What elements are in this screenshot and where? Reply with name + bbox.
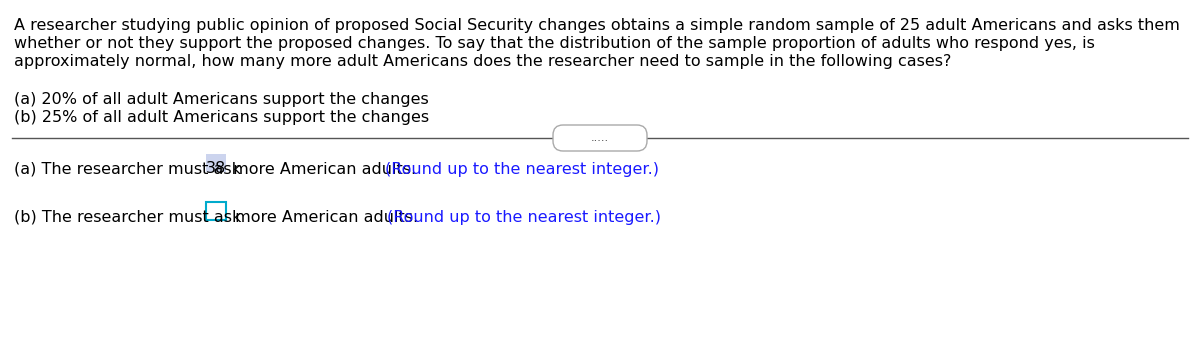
Text: (a) The researcher must ask: (a) The researcher must ask xyxy=(14,162,246,177)
Text: 38: 38 xyxy=(205,161,226,176)
Text: whether or not they support the proposed changes. To say that the distribution o: whether or not they support the proposed… xyxy=(14,36,1094,51)
FancyBboxPatch shape xyxy=(206,154,226,172)
Text: more American adults.: more American adults. xyxy=(230,210,424,225)
Text: .....: ..... xyxy=(590,133,610,143)
Text: (a) 20% of all adult Americans support the changes: (a) 20% of all adult Americans support t… xyxy=(14,92,428,107)
FancyBboxPatch shape xyxy=(553,125,647,151)
FancyBboxPatch shape xyxy=(206,202,226,220)
Text: more American adults.: more American adults. xyxy=(228,162,421,177)
Text: (Round up to the nearest integer.): (Round up to the nearest integer.) xyxy=(385,162,659,177)
Text: A researcher studying public opinion of proposed Social Security changes obtains: A researcher studying public opinion of … xyxy=(14,18,1180,33)
Text: approximately normal, how many more adult Americans does the researcher need to : approximately normal, how many more adul… xyxy=(14,54,952,69)
Text: (Round up to the nearest integer.): (Round up to the nearest integer.) xyxy=(388,210,661,225)
Text: (b) 25% of all adult Americans support the changes: (b) 25% of all adult Americans support t… xyxy=(14,110,430,125)
Text: (b) The researcher must ask: (b) The researcher must ask xyxy=(14,210,246,225)
